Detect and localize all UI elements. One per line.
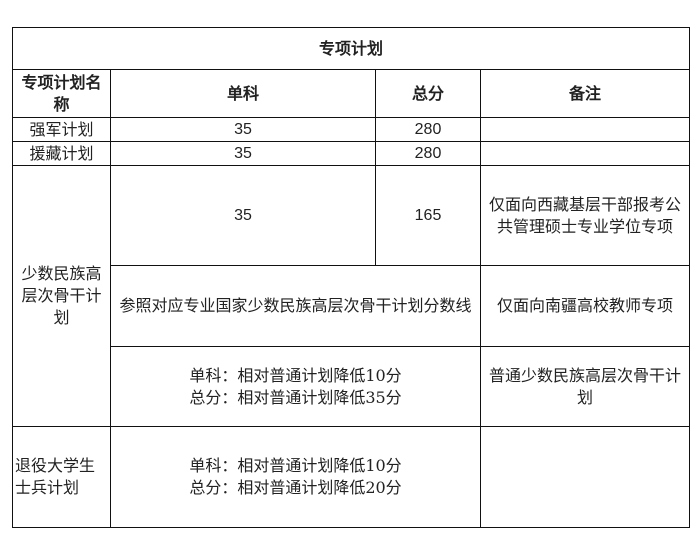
total-rule: 总分：相对普通计划降低35分 (189, 387, 402, 407)
note (479, 117, 691, 142)
table-title: 专项计划 (11, 27, 691, 70)
single-score: 35 (110, 117, 376, 142)
table-row: 单科：相对普通计划降低10分 总分：相对普通计划降低35分 普通少数民族高层次骨… (13, 346, 691, 427)
total-rule: 总分：相对普通计划降低20分 (189, 478, 402, 497)
table-row: 强军计划 35 280 (12, 117, 691, 142)
note: 仅面向西藏基层干部报考公共管理硕士专业学位专项 (479, 165, 691, 266)
plan-name: 强军计划 (12, 117, 111, 142)
table-row: 退役大学生士兵计划 单科：相对普通计划降低10分 总分：相对普通计划降低20分 (12, 426, 691, 528)
total-score: 165 (375, 165, 481, 266)
table-row: 少数民族高层次骨干计划 35 165 仅面向西藏基层干部报考公共管理硕士专业学位… (12, 165, 691, 427)
single-score: 35 (110, 141, 376, 166)
note: 仅面向南疆高校教师专项 (479, 265, 691, 347)
special-plan-table: 专项计划 专项计划名称 单科 总分 备注 强军计划 35 280 援藏计划 35… (11, 27, 691, 528)
score-rule: 单科：相对普通计划降低10分 总分：相对普通计划降低20分 (110, 426, 481, 528)
header-plan-name: 专项计划名称 (12, 69, 111, 118)
score-rule: 单科：相对普通计划降低10分 总分：相对普通计划降低35分 (110, 346, 481, 427)
header-total: 总分 (375, 69, 481, 118)
table-row: 参照对应专业国家少数民族高层次骨干计划分数线 仅面向南疆高校教师专项 (13, 265, 691, 347)
header-single: 单科 (110, 69, 376, 118)
note: 普通少数民族高层次骨干计划 (479, 346, 691, 427)
table-row: 援藏计划 35 280 (12, 141, 691, 166)
note (479, 426, 691, 528)
total-score: 280 (375, 141, 481, 166)
score-rule: 参照对应专业国家少数民族高层次骨干计划分数线 (110, 265, 481, 347)
total-score: 280 (375, 117, 481, 142)
note (479, 141, 691, 166)
single-rule: 单科：相对普通计划降低10分 (189, 365, 402, 385)
single-rule: 单科：相对普通计划降低10分 (189, 456, 402, 475)
plan-name: 退役大学生士兵计划 (12, 426, 111, 528)
single-score: 35 (110, 165, 376, 266)
plan-name: 援藏计划 (12, 141, 111, 166)
header-note: 备注 (479, 69, 691, 118)
plan-name: 少数民族高层次骨干计划 (12, 165, 111, 427)
